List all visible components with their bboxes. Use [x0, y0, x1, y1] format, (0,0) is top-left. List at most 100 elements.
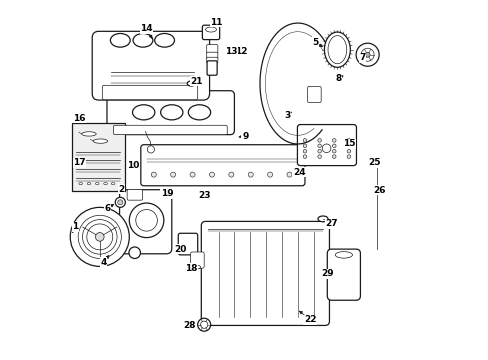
Circle shape — [332, 149, 335, 153]
Ellipse shape — [324, 32, 349, 67]
FancyBboxPatch shape — [120, 190, 171, 254]
FancyBboxPatch shape — [201, 221, 329, 325]
Text: 12: 12 — [234, 48, 246, 57]
Circle shape — [70, 207, 129, 266]
Text: 11: 11 — [210, 18, 222, 27]
Circle shape — [267, 172, 272, 177]
FancyBboxPatch shape — [102, 85, 197, 100]
Text: 5: 5 — [312, 38, 318, 47]
Ellipse shape — [111, 183, 115, 185]
Circle shape — [82, 220, 117, 254]
FancyBboxPatch shape — [113, 125, 227, 135]
Text: 24: 24 — [292, 167, 305, 176]
Circle shape — [346, 155, 350, 158]
Ellipse shape — [93, 139, 107, 143]
FancyBboxPatch shape — [307, 86, 321, 103]
FancyBboxPatch shape — [202, 25, 219, 40]
Ellipse shape — [103, 183, 107, 185]
FancyBboxPatch shape — [92, 31, 209, 100]
Text: 18: 18 — [184, 264, 197, 273]
Circle shape — [355, 43, 378, 66]
Ellipse shape — [194, 265, 200, 269]
Text: 4: 4 — [100, 258, 106, 266]
Circle shape — [286, 172, 291, 177]
Circle shape — [147, 146, 154, 153]
Circle shape — [136, 210, 157, 231]
Ellipse shape — [205, 27, 216, 32]
Ellipse shape — [188, 105, 210, 120]
Ellipse shape — [335, 252, 352, 258]
Text: 23: 23 — [198, 191, 210, 199]
Ellipse shape — [81, 132, 96, 136]
Circle shape — [118, 200, 122, 205]
FancyBboxPatch shape — [206, 45, 218, 53]
Circle shape — [228, 172, 233, 177]
Text: 8: 8 — [335, 74, 341, 83]
FancyBboxPatch shape — [178, 233, 197, 255]
Ellipse shape — [110, 33, 130, 47]
Text: 26: 26 — [372, 186, 385, 194]
Ellipse shape — [317, 216, 327, 222]
Circle shape — [95, 233, 104, 241]
Circle shape — [317, 149, 321, 153]
FancyBboxPatch shape — [206, 57, 218, 63]
Circle shape — [361, 48, 373, 61]
Circle shape — [151, 172, 156, 177]
Text: 17: 17 — [73, 158, 86, 167]
Text: 19: 19 — [161, 189, 173, 198]
Text: 9: 9 — [242, 132, 248, 140]
Circle shape — [317, 144, 321, 148]
Circle shape — [303, 155, 306, 158]
Circle shape — [209, 172, 214, 177]
Ellipse shape — [187, 81, 195, 86]
Circle shape — [346, 144, 350, 148]
FancyBboxPatch shape — [206, 52, 218, 59]
Ellipse shape — [160, 105, 183, 120]
Text: 21: 21 — [190, 77, 203, 85]
Circle shape — [346, 149, 350, 153]
FancyBboxPatch shape — [326, 249, 360, 300]
Circle shape — [115, 197, 125, 207]
Text: 29: 29 — [321, 269, 334, 278]
Text: 25: 25 — [367, 158, 380, 167]
Text: 7: 7 — [359, 53, 365, 62]
Circle shape — [190, 172, 195, 177]
Text: 27: 27 — [325, 219, 337, 228]
Circle shape — [200, 321, 207, 328]
FancyBboxPatch shape — [206, 61, 217, 75]
Circle shape — [87, 224, 113, 250]
Ellipse shape — [327, 36, 346, 64]
Circle shape — [346, 139, 350, 142]
Ellipse shape — [133, 33, 153, 47]
Circle shape — [129, 247, 140, 258]
Circle shape — [197, 318, 210, 331]
Ellipse shape — [95, 183, 99, 185]
Text: 10: 10 — [127, 161, 140, 170]
FancyBboxPatch shape — [107, 91, 234, 135]
Text: 16: 16 — [73, 113, 86, 122]
Text: 20: 20 — [174, 245, 186, 253]
Text: 15: 15 — [343, 139, 355, 148]
Ellipse shape — [79, 183, 82, 185]
Circle shape — [317, 139, 321, 142]
Circle shape — [78, 215, 121, 258]
FancyBboxPatch shape — [190, 252, 204, 268]
Bar — [72, 123, 125, 191]
FancyBboxPatch shape — [127, 189, 142, 200]
Circle shape — [317, 155, 321, 158]
Circle shape — [303, 144, 306, 148]
Text: 14: 14 — [140, 24, 153, 33]
Text: 3: 3 — [284, 111, 290, 120]
Text: 2: 2 — [118, 184, 124, 194]
Text: 6: 6 — [104, 204, 111, 212]
Circle shape — [332, 139, 335, 142]
FancyBboxPatch shape — [141, 145, 305, 186]
Circle shape — [129, 203, 163, 238]
Text: 1: 1 — [72, 222, 78, 231]
Circle shape — [332, 155, 335, 158]
Text: 28: 28 — [183, 321, 196, 330]
Circle shape — [332, 144, 335, 148]
Ellipse shape — [87, 183, 91, 185]
Text: 22: 22 — [303, 315, 316, 324]
Circle shape — [322, 144, 330, 153]
